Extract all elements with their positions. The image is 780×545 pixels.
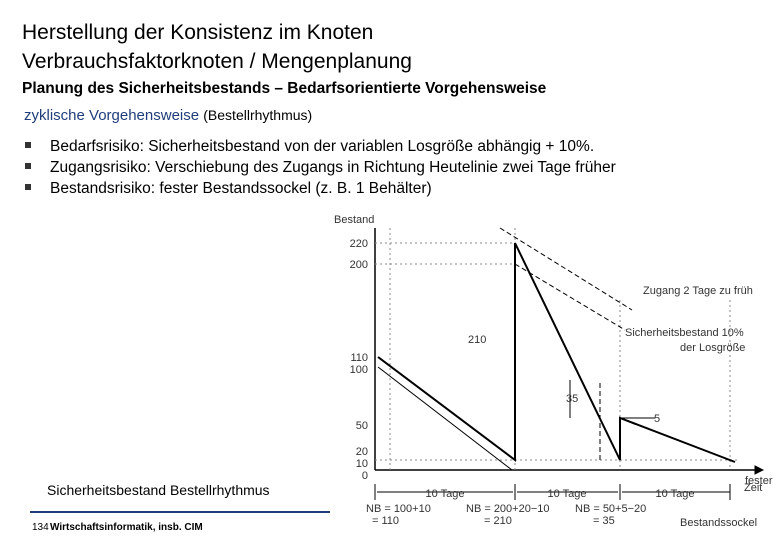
annotation: Sicherheitsbestand 10% [625,327,744,339]
annotation: Zugang 2 Tage zu früh [643,285,753,297]
annotation: fester [745,475,773,487]
heading: zyklische Vorgehensweise [24,107,199,124]
footer-text: Wirtschaftsinformatik, insb. CIM [50,522,203,533]
period-label: 10 Tage [548,488,587,500]
y-tick-label: 50 [356,420,368,432]
order-label: = 210 [484,515,512,527]
order-label: NB = 100+10 [366,503,431,515]
order-label: NB = 200+20−10 [466,503,550,515]
bullet: Bedarfsrisiko: Sicherheitsbestand von de… [50,138,594,155]
diagram [374,227,765,500]
period-label: 10 Tage [426,488,465,500]
x-label: Zeit [744,482,762,494]
clip-band [0,197,780,205]
bullet-marker [25,184,31,190]
y-tick-label: 20 [356,446,368,458]
bullet-marker [25,163,31,169]
title-line: Verbrauchsfaktorknoten / Mengenplanung [22,50,412,73]
bullet: Zugangsrisiko: Verschiebung des Zugangs … [50,159,616,176]
y-tick-label: 200 [350,259,368,271]
subtitle: Planung des Sicherheitsbestands – Bedarf… [22,80,547,97]
y-tick-label: 220 [350,238,368,250]
heading-note: (Bestellrhythmus) [203,107,312,123]
y-tick-label: 0 [362,470,368,482]
page-number: 134 [32,522,49,533]
bullet-marker [25,142,31,148]
stock-line [377,242,736,463]
diagram-labels: Bestand 220 200 110 100 50 20 10 0 Zeit … [334,214,773,529]
y-tick-label: 110 [350,352,368,364]
plain-stock-line [377,366,513,471]
annotation: 5 [654,413,660,425]
annotation: 210 [468,334,486,346]
y-tick-label: 100 [350,364,368,376]
order-label: = 35 [593,515,615,527]
y-tick-label: 10 [356,458,368,470]
section-heading: zyklische Vorgehensweise (Bestellrhythmu… [24,107,312,124]
order-label: NB = 50+5−20 [575,503,646,515]
order-label: = 110 [372,515,399,527]
annotation: 35 [566,393,578,405]
caption: Sicherheitsbestand Bestellrhythmus [47,482,270,498]
annotation: Bestandssockel [680,517,757,529]
period-arrows [374,484,731,500]
marker-lines [569,380,655,419]
bullet-list: Bedarfsrisiko: Sicherheitsbestand von de… [25,138,616,197]
annotation: der Losgröße [680,342,745,354]
period-label: 10 Tage [656,488,695,500]
bullet: Bestandsrisiko: fester Bestandssockel (z… [50,180,432,197]
y-label: Bestand [334,214,374,226]
axis-arrow [754,465,765,475]
title-line: Herstellung der Konsistenz im Knoten [22,21,373,44]
dashed-lines [499,227,633,460]
